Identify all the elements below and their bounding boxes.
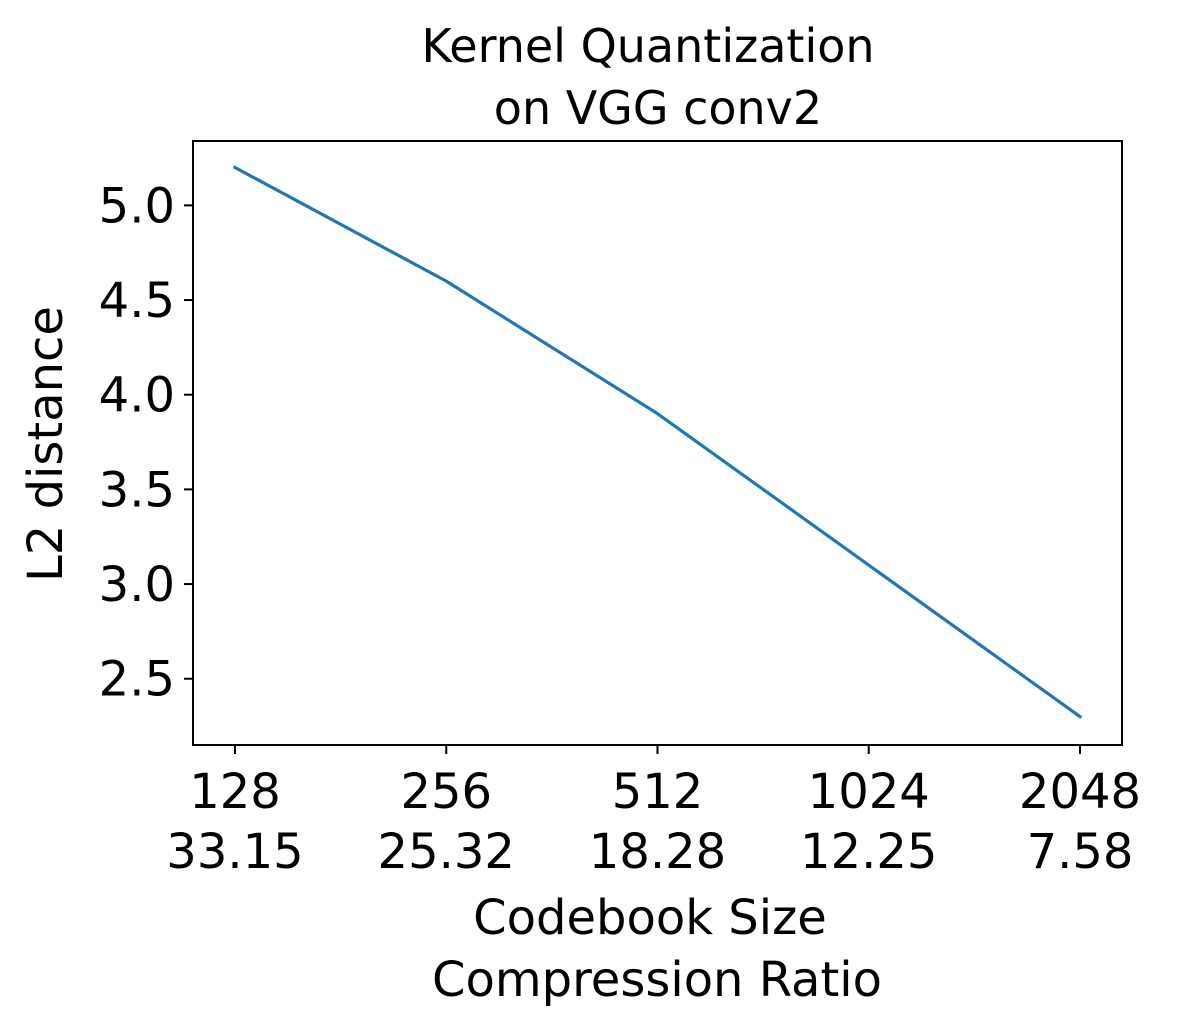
x-axis-label: Codebook Size Compression Ratio <box>432 890 882 1008</box>
y-tick-label: 2.5 <box>99 652 175 708</box>
x-tick-label-top: 2048 <box>1019 764 1141 820</box>
x-tick-label-top: 512 <box>612 764 704 820</box>
chart-title: Kernel Quantization on VGG conv2 <box>421 19 874 135</box>
x-tick-label-top: 128 <box>189 764 281 820</box>
x-tick-label-bottom: 12.25 <box>800 824 937 880</box>
x-axis-label-line-1: Codebook Size <box>473 890 827 946</box>
x-tick-label-bottom: 7.58 <box>1027 824 1134 880</box>
x-tick-label-bottom: 33.15 <box>166 824 303 880</box>
chart-title-line-1: Kernel Quantization <box>421 19 874 73</box>
y-tick-label: 3.5 <box>99 462 175 518</box>
chart-title-line-2: on VGG conv2 <box>494 81 822 135</box>
y-tick-label: 4.0 <box>99 368 175 424</box>
y-axis: 2.5 3.0 3.5 4.0 4.5 5.0 <box>99 178 193 708</box>
x-tick-label-top: 1024 <box>808 764 930 820</box>
y-tick-label: 3.0 <box>99 557 175 613</box>
y-axis-label: L2 distance <box>18 306 74 582</box>
x-tick-label-top: 256 <box>400 764 492 820</box>
x-axis-label-line-2: Compression Ratio <box>432 952 882 1008</box>
y-tick-label: 4.5 <box>99 273 175 329</box>
x-tick-label-bottom: 18.28 <box>589 824 726 880</box>
x-tick-label-bottom: 25.32 <box>378 824 515 880</box>
y-tick-label: 5.0 <box>99 178 175 234</box>
series-line-0 <box>232 165 1083 719</box>
